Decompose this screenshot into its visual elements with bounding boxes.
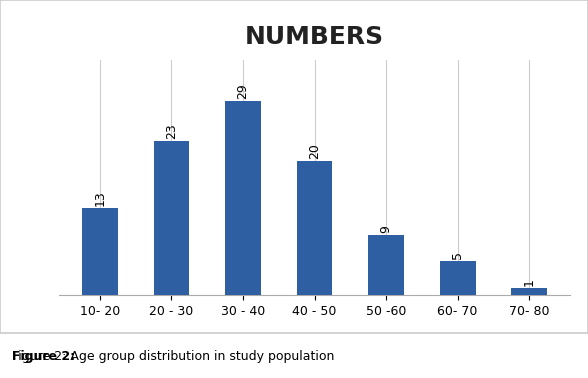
Bar — [512, 288, 547, 295]
Bar — [440, 261, 476, 295]
Text: Figure 2:: Figure 2: — [12, 350, 75, 363]
Bar — [368, 235, 404, 295]
Title: NUMBERS: NUMBERS — [245, 25, 384, 49]
Text: 23: 23 — [165, 123, 178, 139]
Bar — [297, 161, 332, 295]
Text: 29: 29 — [236, 83, 249, 99]
Text: 20: 20 — [308, 143, 321, 159]
Bar — [82, 208, 118, 295]
Text: Figure 2: Age group distribution in study population: Figure 2: Age group distribution in stud… — [12, 350, 334, 363]
Bar — [225, 101, 261, 295]
Text: 1: 1 — [523, 278, 536, 286]
Bar — [153, 141, 189, 295]
Text: 5: 5 — [451, 251, 464, 259]
Text: 13: 13 — [93, 190, 106, 206]
Text: 9: 9 — [380, 225, 393, 232]
